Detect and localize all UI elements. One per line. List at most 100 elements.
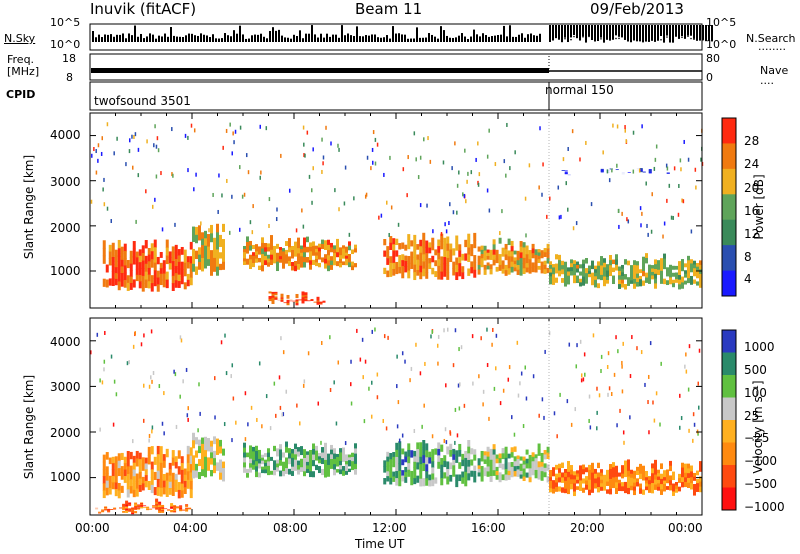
range-cell [327,461,330,466]
range-cell [207,463,210,471]
range-cell [180,456,184,464]
range-cell [437,246,441,254]
range-cell [123,279,127,288]
scatter-cell [419,155,422,160]
range-cell [186,445,190,455]
range-cell [285,446,288,453]
freq-panel [89,53,703,81]
range-cell [270,470,273,475]
scatter-cell [225,128,228,133]
range-cell [315,464,318,471]
scatter-cell [486,363,489,368]
scatter-cell [243,192,246,197]
range-cell [422,478,426,487]
range-cell [522,460,526,466]
range-cell [588,273,591,278]
range-cell [111,249,115,258]
scatter-cell [110,354,113,359]
range-cell [186,479,190,489]
range-cell [651,473,654,479]
range-cell [522,247,526,254]
range-cell [288,256,291,262]
range-cell [401,266,405,273]
nsky-bar [203,34,205,42]
range-cell [189,447,193,457]
range-cell [144,240,148,249]
scatter-cell [187,168,189,173]
range-cell [134,505,138,509]
range-cell [107,509,111,511]
range-cell [198,439,201,447]
range-cell [501,247,505,253]
range-cell [324,263,327,269]
nsearch-label: N.Search [746,32,796,45]
range-cell [624,259,627,265]
scatter-cell [486,188,489,193]
range-cell [198,446,201,454]
power-cbar-tick: 16 [744,204,760,218]
range-cell [525,449,529,455]
range-cell [446,476,450,485]
scatter-cell [103,177,105,182]
range-cell [301,299,305,302]
range-cell [274,296,278,299]
range-cell [204,463,207,471]
range-cell [177,255,181,263]
scatter-cell [475,157,477,162]
range-cell [489,249,493,256]
range-cell [210,250,213,260]
range-cell [612,467,615,473]
range-cell [255,461,258,467]
scatter-cell [480,336,482,341]
scatter-cell [389,155,391,160]
range-cell [264,242,267,248]
range-cell [597,487,600,493]
range-cell [324,258,327,264]
range-cell [504,468,508,476]
range-cell [582,272,585,278]
range-cell [105,487,109,496]
range-cell [558,463,561,469]
nsky-bar [389,38,391,42]
range-cell [645,486,648,491]
range-cell [198,472,201,480]
range-cell [615,259,618,266]
range-cell [171,283,175,291]
range-cell [473,476,477,483]
range-cell [150,259,154,268]
range-cell [663,263,666,270]
scatter-cell [600,369,602,374]
scatter-cell [234,129,237,134]
nsky-bar [134,25,136,42]
range-cell [147,480,151,490]
range-cell [477,246,481,252]
range-cell [630,473,633,479]
range-cell [150,469,154,478]
range-cell [687,468,690,474]
range-cell [156,462,160,472]
cpid-segment-1: twofsound 3501 [94,94,191,108]
range-cell [274,291,278,294]
range-cell [147,281,151,289]
range-cell [501,453,505,460]
range-cell [128,502,132,505]
scatter-cell [115,392,118,397]
range-cell [137,506,141,508]
range-cell [255,255,258,260]
range-cell [440,256,444,265]
scatter-cell [376,142,379,147]
range-cell [180,476,184,485]
range-cell [201,232,204,240]
range-cell [519,474,523,479]
range-cell [606,481,609,486]
range-cell [348,245,351,251]
range-cell [180,276,184,285]
range-cell [141,275,145,285]
scatter-cell [303,379,306,384]
range-cell [431,449,435,456]
range-cell [137,508,141,510]
range-cell [300,450,303,456]
freq-label: Freq. [7,53,35,66]
range-cell [150,283,154,292]
range-cell [573,271,576,276]
